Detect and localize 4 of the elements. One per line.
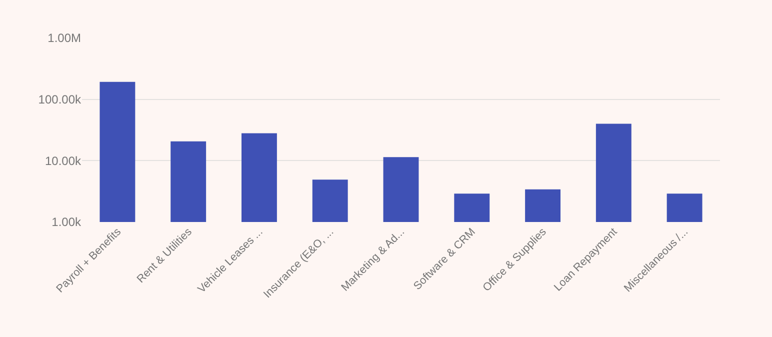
y-tick-label: 10.00k xyxy=(44,154,82,168)
y-tick-label: 100.00k xyxy=(38,92,82,107)
y-tick-label: 1.00M xyxy=(48,31,81,46)
y-tick-label: 1.00k xyxy=(52,215,82,230)
